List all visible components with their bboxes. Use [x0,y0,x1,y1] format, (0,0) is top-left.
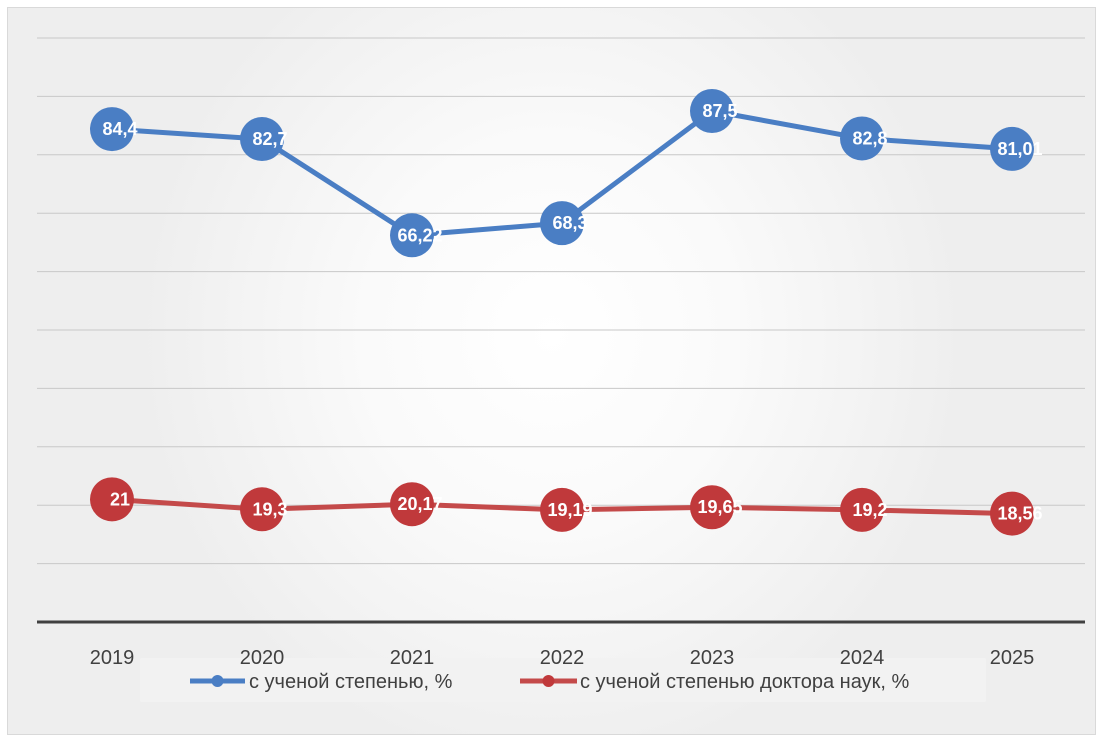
data-point-marker [690,89,734,133]
data-point-marker [540,201,584,246]
legend-label: с ученой степенью, % [249,671,453,693]
data-label: 68,3 [552,213,587,233]
legend-item: с ученой степенью, % [190,671,453,693]
data-point-marker [240,487,284,532]
data-label: 19,19 [547,500,592,520]
data-label: 82,8 [852,128,887,148]
data-point-marker [990,491,1034,536]
data-label: 19,3 [252,499,287,519]
data-label: 19,2 [852,500,887,520]
legend-label: с ученой степенью доктора наук, % [580,671,909,693]
data-label: 19,65 [697,497,742,517]
data-label: 21 [110,489,130,509]
x-tick-label: 2022 [540,647,585,669]
data-label: 84,4 [102,119,137,139]
legend-items: с ученой степенью, % с ученой степенью до… [190,671,909,693]
x-tick-label: 2025 [990,647,1035,669]
data-point-marker [390,213,434,258]
series-group: 84,4 82,7 66,22 68,3 87,5 82,8 81,01 21 19,3 20,1… [90,89,1043,536]
x-axis-tick-labels: 2019 2020 2021 2022 2023 2024 2025 [90,647,1035,669]
data-label: 81,01 [997,139,1042,159]
x-tick-label: 2024 [840,647,885,669]
x-tick-label: 2021 [390,647,435,669]
x-tick-label: 2019 [90,647,135,669]
legend-swatch-marker [211,675,224,687]
data-point-marker [690,485,734,530]
data-label: 18,56 [997,504,1042,524]
data-point-marker [840,116,884,161]
gridlines [37,37,1085,565]
data-point-marker [90,477,134,522]
data-label: 82,7 [252,129,287,149]
chart-area [7,7,1096,735]
legend-item: с ученой степенью доктора наук, % [520,671,909,693]
series-2: 21 19,3 20,17 19,19 19,65 19,2 18,56 [90,477,1043,536]
data-point-marker [540,487,584,532]
data-point-marker [990,126,1034,171]
legend-swatch-marker [542,675,555,687]
data-label: 66,22 [397,225,442,245]
data-label: 20,17 [397,494,442,514]
series-1: 84,4 82,7 66,22 68,3 87,5 82,8 81,01 [90,89,1043,258]
data-point-marker [90,107,134,152]
data-point-marker [240,117,284,162]
data-point-marker [390,482,434,527]
data-point-marker [840,487,884,532]
x-tick-label: 2023 [690,647,735,669]
data-label: 87,5 [702,101,737,121]
x-tick-label: 2020 [240,647,285,669]
